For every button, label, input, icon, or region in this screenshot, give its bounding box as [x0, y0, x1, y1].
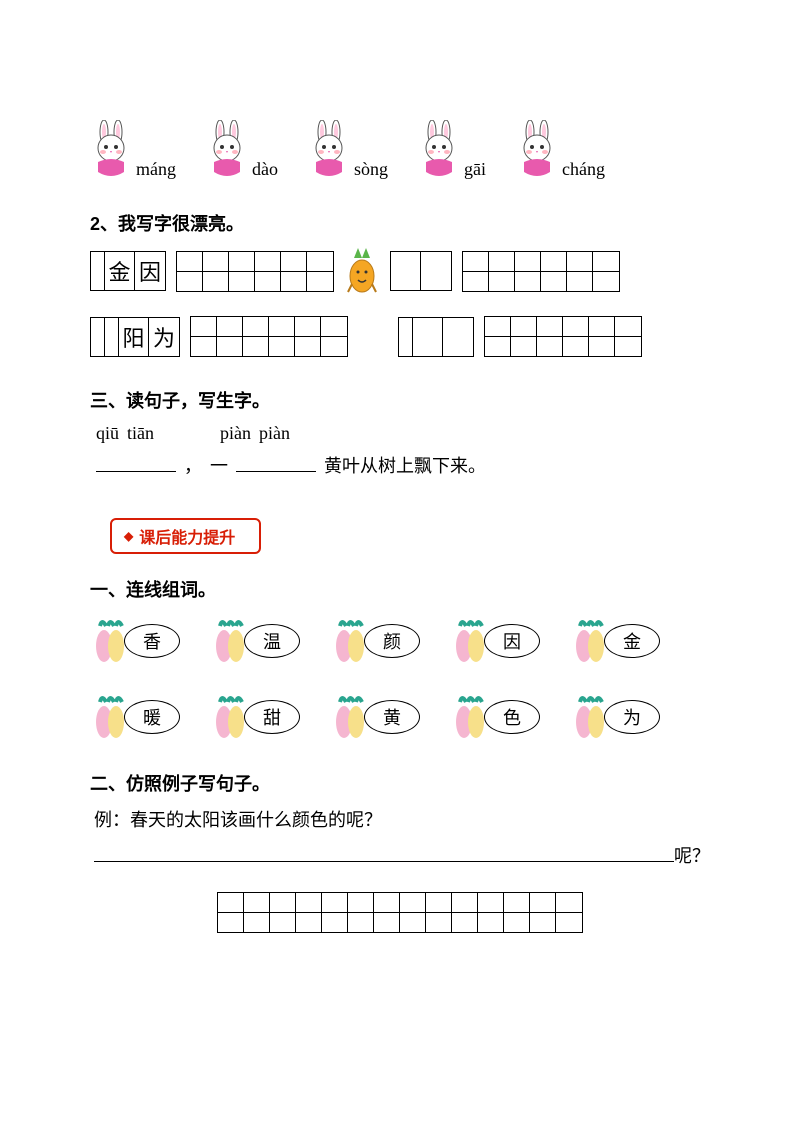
carrot-item: 黄 — [330, 694, 420, 740]
rabbit-icon — [206, 120, 248, 180]
rabbit-icon — [90, 120, 132, 180]
practice-grid — [176, 251, 334, 292]
carrot-row-top: 香 温 颜 因 金 — [90, 618, 710, 664]
char-cell: 因 — [135, 252, 165, 290]
rabbit-item: gāi — [418, 120, 486, 180]
footer-grid — [90, 892, 710, 933]
carrot-item: 暖 — [90, 694, 180, 740]
match-title: 一、连线组词。 — [90, 576, 710, 602]
rabbit-item: máng — [90, 120, 176, 180]
char-cell: 为 — [149, 318, 179, 356]
pinyin-text: dào — [252, 159, 278, 180]
pinyin-text: piàn — [220, 423, 251, 444]
match-char[interactable]: 色 — [484, 700, 540, 734]
match-char[interactable]: 金 — [604, 624, 660, 658]
pinyin-hint-row: qiū tiān piàn piàn — [96, 423, 710, 444]
tag-text: 课后能力提升 — [139, 524, 235, 548]
carrot-item: 香 — [90, 618, 180, 664]
pinyin-text: cháng — [562, 159, 605, 180]
rabbit-item: sòng — [308, 120, 388, 180]
match-char[interactable]: 温 — [244, 624, 300, 658]
comma: ， — [184, 452, 202, 478]
match-char[interactable]: 甜 — [244, 700, 300, 734]
blank-input[interactable] — [96, 454, 176, 472]
carrot-item: 温 — [210, 618, 300, 664]
char-cell-empty — [391, 252, 421, 290]
suffix-text: 呢？ — [674, 842, 710, 868]
char-cell-empty — [399, 318, 413, 356]
pinyin-text: piàn — [259, 423, 290, 444]
rabbit-icon — [418, 120, 460, 180]
writing-grid-row1: 金 因 — [90, 246, 710, 296]
sentence-section-title: 二、仿照例子写句子。 — [90, 770, 710, 796]
rabbit-icon — [308, 120, 350, 180]
example-line: 例：春天的太阳该画什么颜色的呢？ — [94, 806, 710, 832]
carrot-item: 颜 — [330, 618, 420, 664]
char-cell-empty — [443, 318, 473, 356]
sentence-tail: 黄叶从树上飘下来。 — [324, 452, 486, 478]
carrot-item: 金 — [570, 618, 660, 664]
char-grid: 金 因 — [90, 251, 166, 291]
match-char[interactable]: 因 — [484, 624, 540, 658]
match-char[interactable]: 香 — [124, 624, 180, 658]
pinyin-rabbit-row: máng dào sòng gāi cháng — [90, 120, 710, 180]
pinyin-text: gāi — [464, 159, 486, 180]
char-grid: 阳 为 — [90, 317, 180, 357]
answer-blank-row: 呢？ — [94, 842, 710, 868]
writing-grid-row2: 阳 为 — [90, 316, 710, 357]
pinyin-text: qiū — [96, 423, 119, 444]
char-cell: 阳 — [119, 318, 149, 356]
char-grid-empty — [390, 251, 452, 291]
char-cell-empty — [105, 318, 119, 356]
char-cell-empty — [91, 252, 105, 290]
practice-grid — [462, 251, 620, 292]
section3: 三、读句子，写生字。 qiū tiān piàn piàn ， 一 黄叶从树上飘… — [90, 387, 710, 478]
section3-title: 三、读句子，写生字。 — [90, 387, 710, 413]
example-label: 例： — [94, 810, 130, 830]
mid-text: 一 — [210, 452, 228, 478]
rabbit-icon — [516, 120, 558, 180]
section2-title: 2、我写字很漂亮。 — [90, 210, 710, 236]
carrot-item: 因 — [450, 618, 540, 664]
rabbit-item: cháng — [516, 120, 605, 180]
practice-grid — [190, 316, 348, 357]
char-grid-empty — [398, 317, 474, 357]
char-cell-empty — [413, 318, 443, 356]
carrot-row-bottom: 暖 甜 黄 色 为 — [90, 694, 710, 740]
practice-grid-footer — [217, 892, 583, 933]
match-char[interactable]: 暖 — [124, 700, 180, 734]
carrot-item: 色 — [450, 694, 540, 740]
pineapple-icon — [344, 246, 380, 296]
fill-sentence: ， 一 黄叶从树上飘下来。 — [96, 452, 710, 478]
example-text: 春天的太阳该画什么颜色的呢？ — [130, 810, 382, 830]
rabbit-item: dào — [206, 120, 278, 180]
blank-input[interactable] — [236, 454, 316, 472]
ability-tag: 课后能力提升 — [110, 518, 261, 554]
char-cell-empty — [91, 318, 105, 356]
practice-grid — [484, 316, 642, 357]
match-char[interactable]: 颜 — [364, 624, 420, 658]
carrot-item: 甜 — [210, 694, 300, 740]
pinyin-text: sòng — [354, 159, 388, 180]
pinyin-gap — [162, 423, 212, 444]
long-blank-input[interactable] — [94, 842, 674, 862]
match-char[interactable]: 为 — [604, 700, 660, 734]
match-char[interactable]: 黄 — [364, 700, 420, 734]
char-cell-empty — [421, 252, 451, 290]
carrot-item: 为 — [570, 694, 660, 740]
char-cell: 金 — [105, 252, 135, 290]
pinyin-text: tiān — [127, 423, 154, 444]
pinyin-text: máng — [136, 159, 176, 180]
